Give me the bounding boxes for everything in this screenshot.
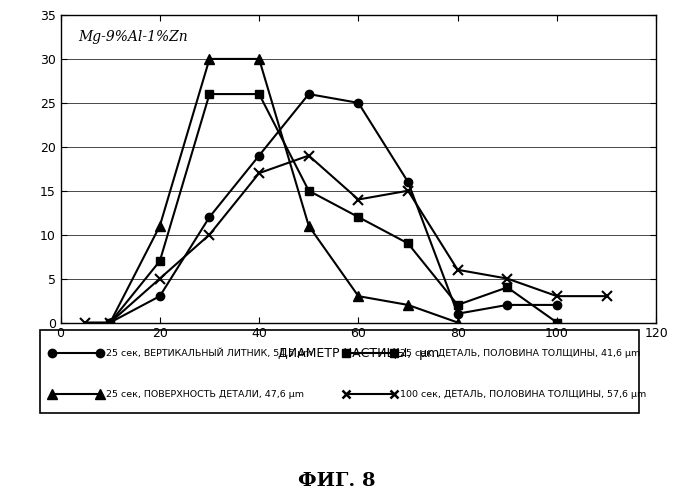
Text: 25 сек, ПОВЕРХНОСТЬ ДЕТАЛИ, 47,6 μm: 25 сек, ПОВЕРХНОСТЬ ДЕТАЛИ, 47,6 μm: [106, 390, 304, 399]
Text: 25 сек, ДЕТАЛЬ, ПОЛОВИНА ТОЛЩИНЫ, 41,6 μm: 25 сек, ДЕТАЛЬ, ПОЛОВИНА ТОЛЩИНЫ, 41,6 μ…: [400, 348, 640, 358]
Text: Mg-9%Al-1%Zn: Mg-9%Al-1%Zn: [79, 30, 188, 44]
Text: 100 сек, ДЕТАЛЬ, ПОЛОВИНА ТОЛЩИНЫ, 57,6 μm: 100 сек, ДЕТАЛЬ, ПОЛОВИНА ТОЛЩИНЫ, 57,6 …: [400, 390, 646, 399]
Text: ФИГ. 8: ФИГ. 8: [297, 472, 376, 490]
Text: 25 сек, ВЕРТИКАЛЬНЫЙ ЛИТНИК, 54,5 μm: 25 сек, ВЕРТИКАЛЬНЫЙ ЛИТНИК, 54,5 μm: [106, 348, 313, 358]
X-axis label: ДИАМЕТР ЧАСТИЦЫ,  μm: ДИАМЕТР ЧАСТИЦЫ, μm: [278, 348, 439, 360]
